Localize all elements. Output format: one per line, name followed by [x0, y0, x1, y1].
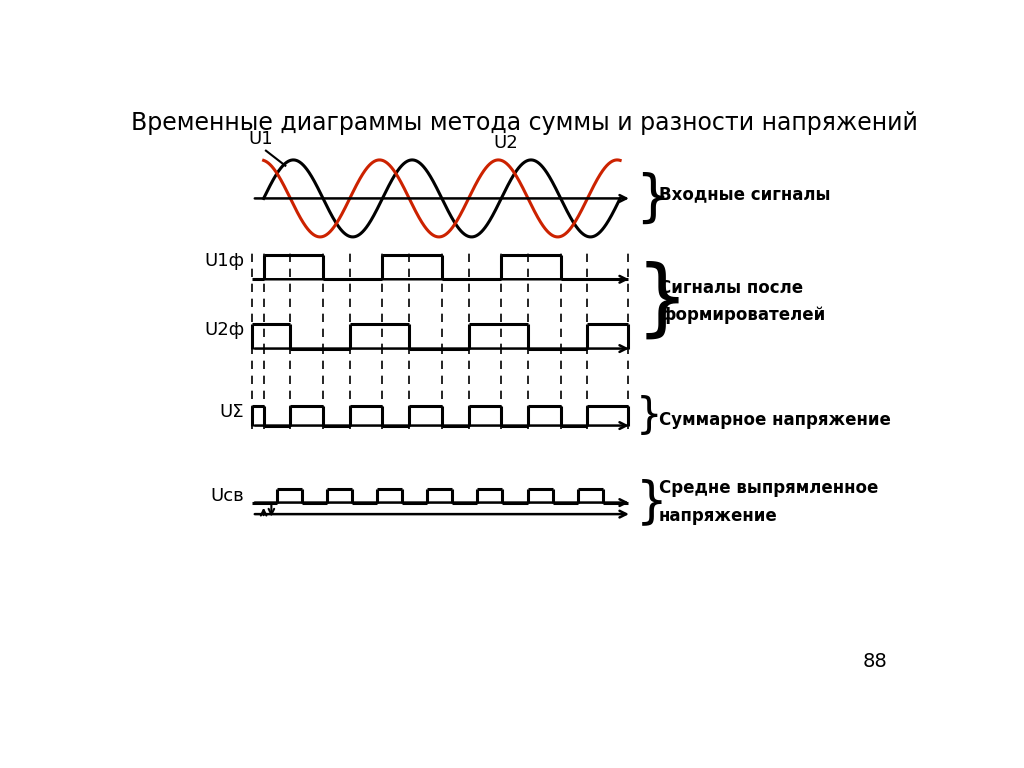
Text: }: } [636, 395, 663, 437]
Text: Сигналы после: Сигналы после [658, 279, 803, 296]
Text: Входные сигналы: Входные сигналы [658, 186, 830, 204]
Text: UΣ: UΣ [219, 403, 245, 421]
Text: Средне выпрямленное: Средне выпрямленное [658, 479, 879, 498]
Text: U1ф: U1ф [204, 252, 245, 270]
Text: формирователей: формирователей [658, 306, 825, 324]
Text: напряжение: напряжение [658, 507, 777, 525]
Text: Временные диаграммы метода суммы и разности напряжений: Временные диаграммы метода суммы и разно… [131, 111, 919, 135]
Text: U2: U2 [494, 134, 518, 152]
Text: Uсв: Uсв [211, 487, 245, 505]
Text: }: } [636, 478, 668, 526]
Text: U2ф: U2ф [204, 321, 245, 339]
Text: }: } [636, 171, 671, 226]
Text: 88: 88 [863, 653, 888, 671]
Text: }: } [636, 261, 688, 342]
Text: U1: U1 [248, 131, 272, 148]
Text: Суммарное напряжение: Суммарное напряжение [658, 411, 891, 429]
